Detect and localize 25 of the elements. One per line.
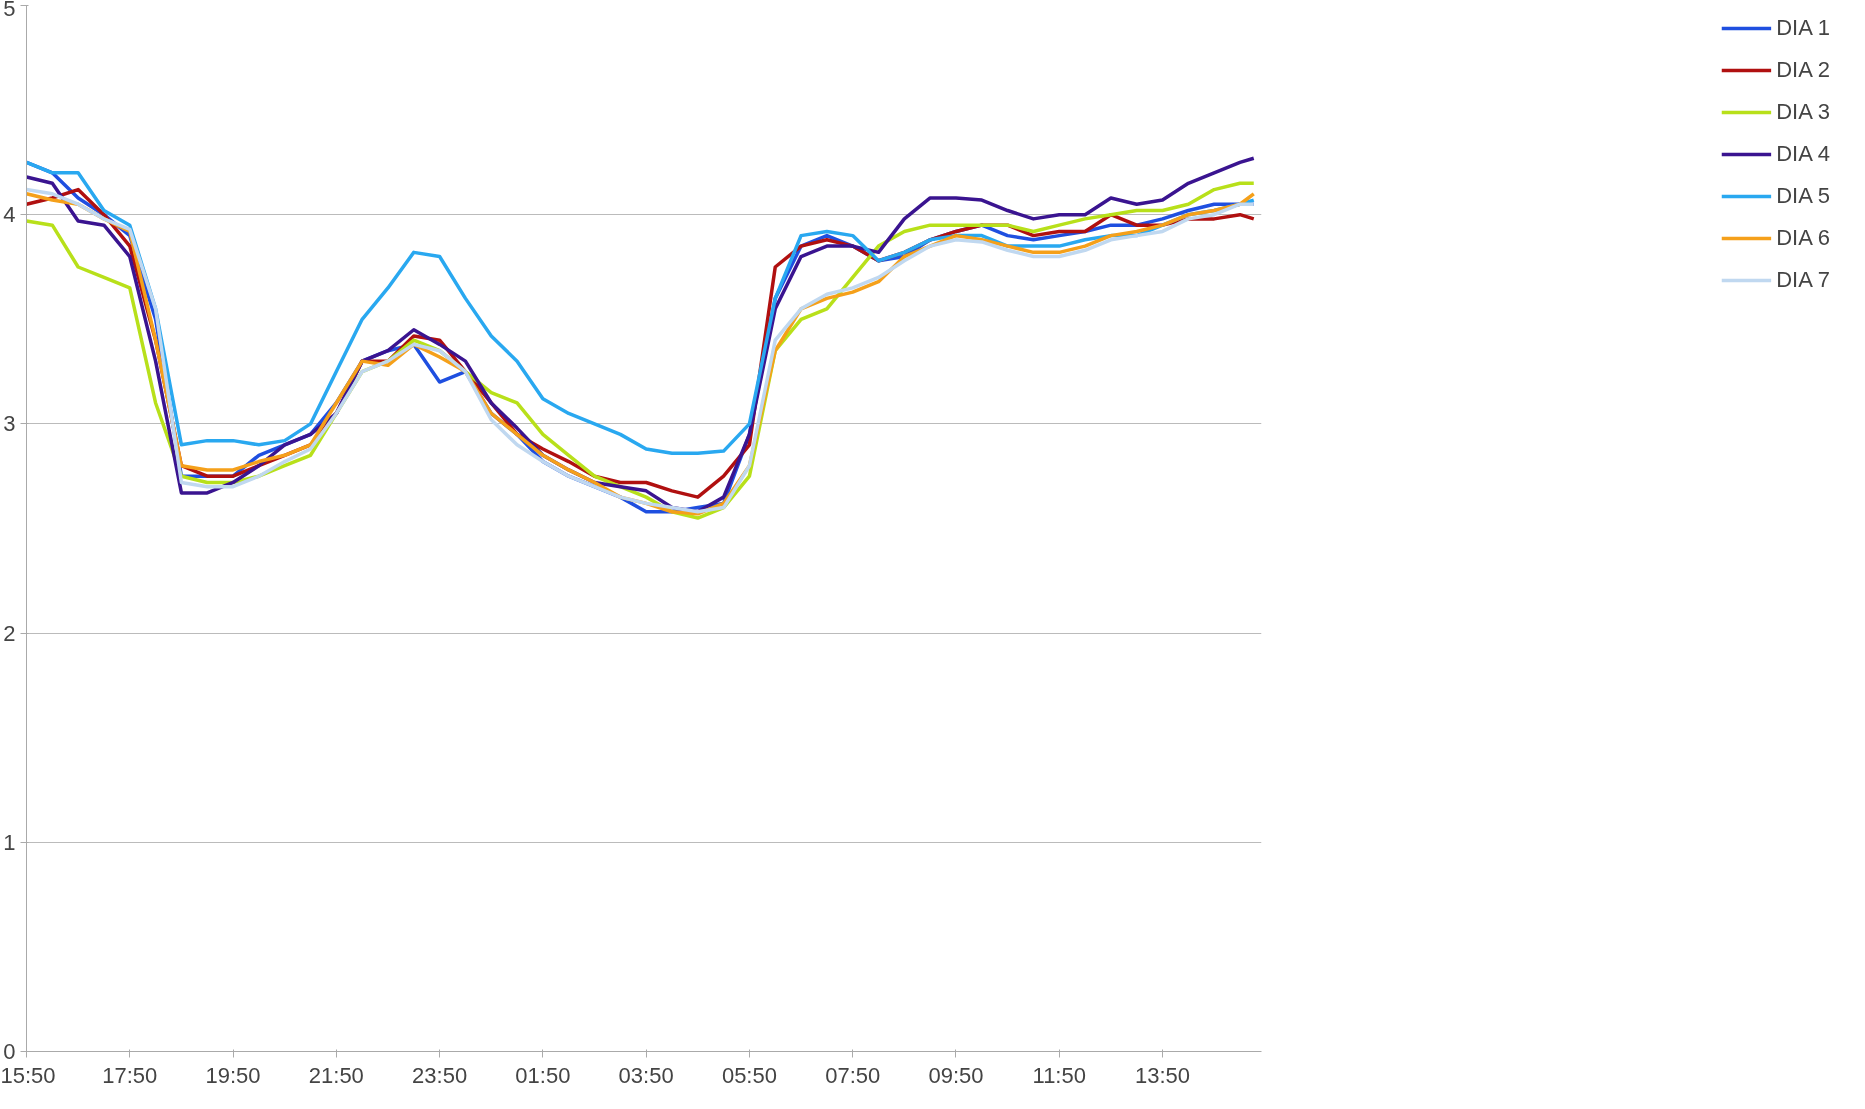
legend-label: DIA 1	[1776, 15, 1830, 41]
x-tick-label: 11:50	[1032, 1062, 1086, 1088]
legend-label: DIA 7	[1776, 267, 1830, 293]
legend-label: DIA 4	[1776, 141, 1830, 167]
x-tick-label: 13:50	[1135, 1062, 1191, 1088]
legend-label: DIA 6	[1776, 225, 1830, 251]
y-tick-label: 2	[3, 620, 16, 646]
x-tick-label: 07:50	[825, 1062, 881, 1088]
legend-label: DIA 3	[1776, 99, 1830, 125]
x-tick-label: 17:50	[102, 1062, 158, 1088]
legend-label: DIA 2	[1776, 57, 1830, 83]
x-tick-label: 03:50	[618, 1062, 674, 1088]
x-tick-label: 09:50	[928, 1062, 984, 1088]
y-tick-label: 0	[3, 1039, 16, 1064]
legend-label: DIA 5	[1776, 183, 1830, 209]
x-tick-label: 21:50	[308, 1062, 364, 1088]
x-tick-label: 19:50	[205, 1062, 261, 1088]
x-tick-label: 05:50	[721, 1062, 777, 1088]
y-tick-label: 3	[3, 411, 16, 437]
y-tick-label: 1	[3, 829, 16, 855]
y-tick-label: 4	[3, 202, 16, 228]
y-tick-label: 5	[3, 0, 16, 21]
x-tick-label: 23:50	[412, 1062, 468, 1088]
x-tick-label: 01:50	[515, 1062, 571, 1088]
x-tick-label: 15:50	[0, 1062, 56, 1088]
